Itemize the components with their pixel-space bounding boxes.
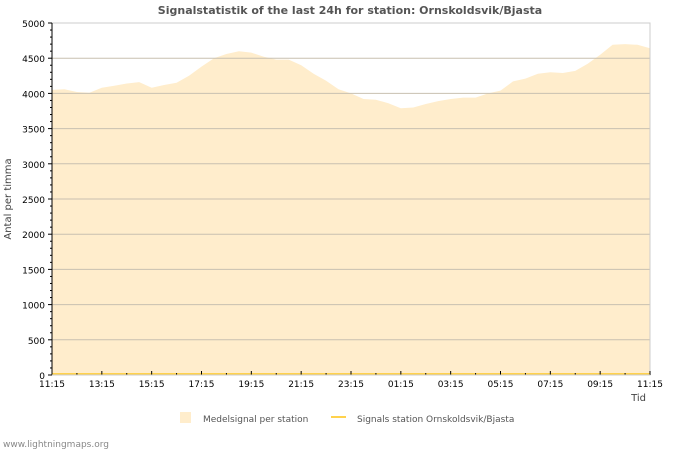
- x-tick-label: 07:15: [537, 380, 563, 390]
- x-tick-label: 11:15: [39, 380, 65, 390]
- x-tick-label: 23:15: [338, 380, 364, 390]
- x-axis-label: Tid: [630, 393, 646, 404]
- y-tick-label: 5000: [22, 20, 45, 30]
- y-tick-label: 1000: [22, 302, 45, 312]
- y-tick-label: 500: [28, 337, 45, 347]
- x-tick-label: 19:15: [238, 380, 264, 390]
- y-tick-label: 4500: [22, 55, 45, 65]
- chart-title: Signalstatistik of the last 24h for stat…: [158, 4, 542, 17]
- area-series-medelsignal: [52, 44, 650, 375]
- x-tick-label: 15:15: [139, 380, 165, 390]
- x-tick-label: 01:15: [388, 380, 414, 390]
- y-tick-label: 2000: [22, 231, 45, 241]
- legend-label-station: Signals station Ornskoldsvik/Bjasta: [357, 415, 514, 425]
- watermark: www.lightningmaps.org: [3, 440, 109, 450]
- legend-label-medelsignal: Medelsignal per station: [203, 415, 308, 425]
- x-tick-label: 05:15: [488, 380, 514, 390]
- y-tick-label: 1500: [22, 266, 45, 276]
- x-tick-label: 09:15: [587, 380, 613, 390]
- x-tick-label: 17:15: [189, 380, 215, 390]
- y-tick-label: 4000: [22, 90, 45, 100]
- y-tick-label: 3000: [22, 161, 45, 171]
- y-tick-label: 0: [39, 372, 45, 382]
- y-tick-label: 3500: [22, 126, 45, 136]
- x-tick-label: 13:15: [89, 380, 115, 390]
- x-tick-label: 11:15: [637, 380, 663, 390]
- x-tick-label: 03:15: [438, 380, 464, 390]
- y-tick-label: 2500: [22, 196, 45, 206]
- y-axis-label: Antal per timma: [3, 158, 14, 239]
- x-tick-label: 21:15: [288, 380, 314, 390]
- legend-swatch-medelsignal: [180, 412, 191, 423]
